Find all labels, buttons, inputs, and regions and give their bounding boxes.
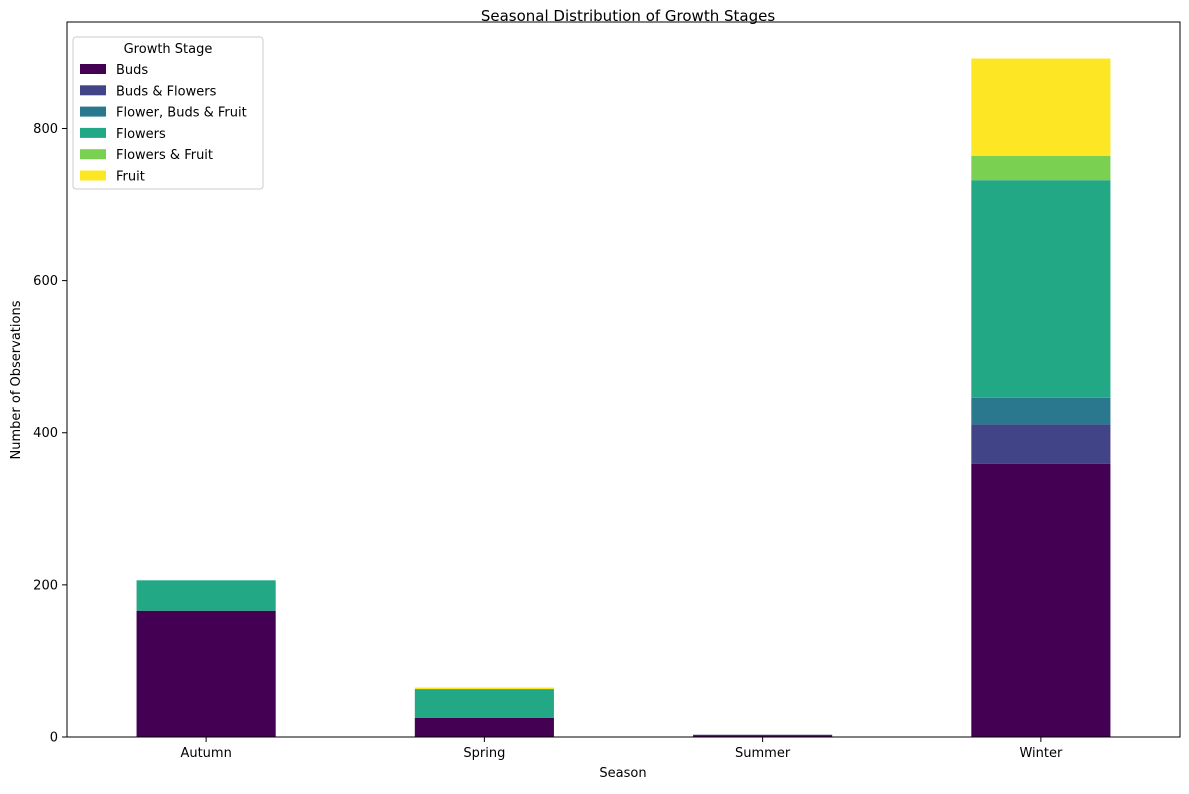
- y-axis-ticks: 0 200 400 600 800: [33, 122, 67, 746]
- y-tick-label: 200: [33, 578, 58, 593]
- bar-segment-spring-fruit: [414, 687, 554, 690]
- legend-swatch: [80, 106, 106, 117]
- x-axis-label: Season: [599, 766, 646, 781]
- bar-segment-spring-flowers: [414, 689, 554, 718]
- legend-label: Buds: [116, 63, 148, 78]
- x-tick-label: Winter: [1019, 746, 1063, 761]
- legend-frame: [72, 36, 264, 190]
- y-tick-label: 400: [33, 426, 58, 441]
- bar-segment-winter-fruit: [971, 58, 1111, 156]
- bar-segment-spring-buds: [414, 717, 554, 737]
- legend-swatch: [80, 170, 106, 181]
- x-axis-ticks: Autumn Spring Summer Winter: [180, 737, 1063, 761]
- plot-frame: [66, 21, 1181, 738]
- legend: Growth Stage Buds Buds & Flowers Flower, B…: [72, 36, 264, 190]
- x-tick-label: Spring: [463, 746, 505, 761]
- legend-title: Growth Stage: [124, 42, 213, 57]
- x-tick-label: Autumn: [180, 746, 231, 761]
- bar-segment-winter-flower-buds-fruit: [971, 397, 1111, 425]
- y-tick-label: 800: [33, 122, 58, 137]
- legend-swatch: [80, 149, 106, 160]
- bar-segment-winter-flowers: [971, 180, 1111, 398]
- legend-swatch: [80, 85, 106, 96]
- legend-items: Buds Buds & Flowers Flower, Buds & Fruit Fl…: [80, 63, 247, 185]
- legend-label: Buds & Flowers: [116, 84, 217, 99]
- bar-segment-winter-buds-flowers: [971, 424, 1111, 464]
- bar-segment-summer-buds: [693, 735, 833, 737]
- legend-label: Flowers: [116, 127, 166, 142]
- bar-segment-autumn-flowers: [136, 580, 276, 611]
- legend-label: Flower, Buds & Fruit: [116, 106, 247, 121]
- bar-segment-summer-buds-flowers: [693, 734, 833, 736]
- legend-swatch: [80, 64, 106, 74]
- bar-segment-winter-flowers-fruit: [971, 155, 1111, 181]
- legend-label: Flowers & Fruit: [116, 148, 213, 163]
- bar-segment-winter-buds: [971, 463, 1111, 737]
- bar-segment-autumn-buds: [136, 610, 276, 737]
- legend-label: Fruit: [116, 170, 145, 185]
- y-axis-label: Number of Observations: [9, 300, 24, 459]
- legend-swatch: [80, 127, 106, 138]
- bars-group: [136, 58, 1111, 737]
- y-tick-label: 600: [33, 274, 58, 289]
- x-tick-label: Summer: [735, 746, 791, 761]
- y-tick-label: 0: [50, 731, 58, 746]
- chart-title: Seasonal Distribution of Growth Stages: [481, 7, 775, 25]
